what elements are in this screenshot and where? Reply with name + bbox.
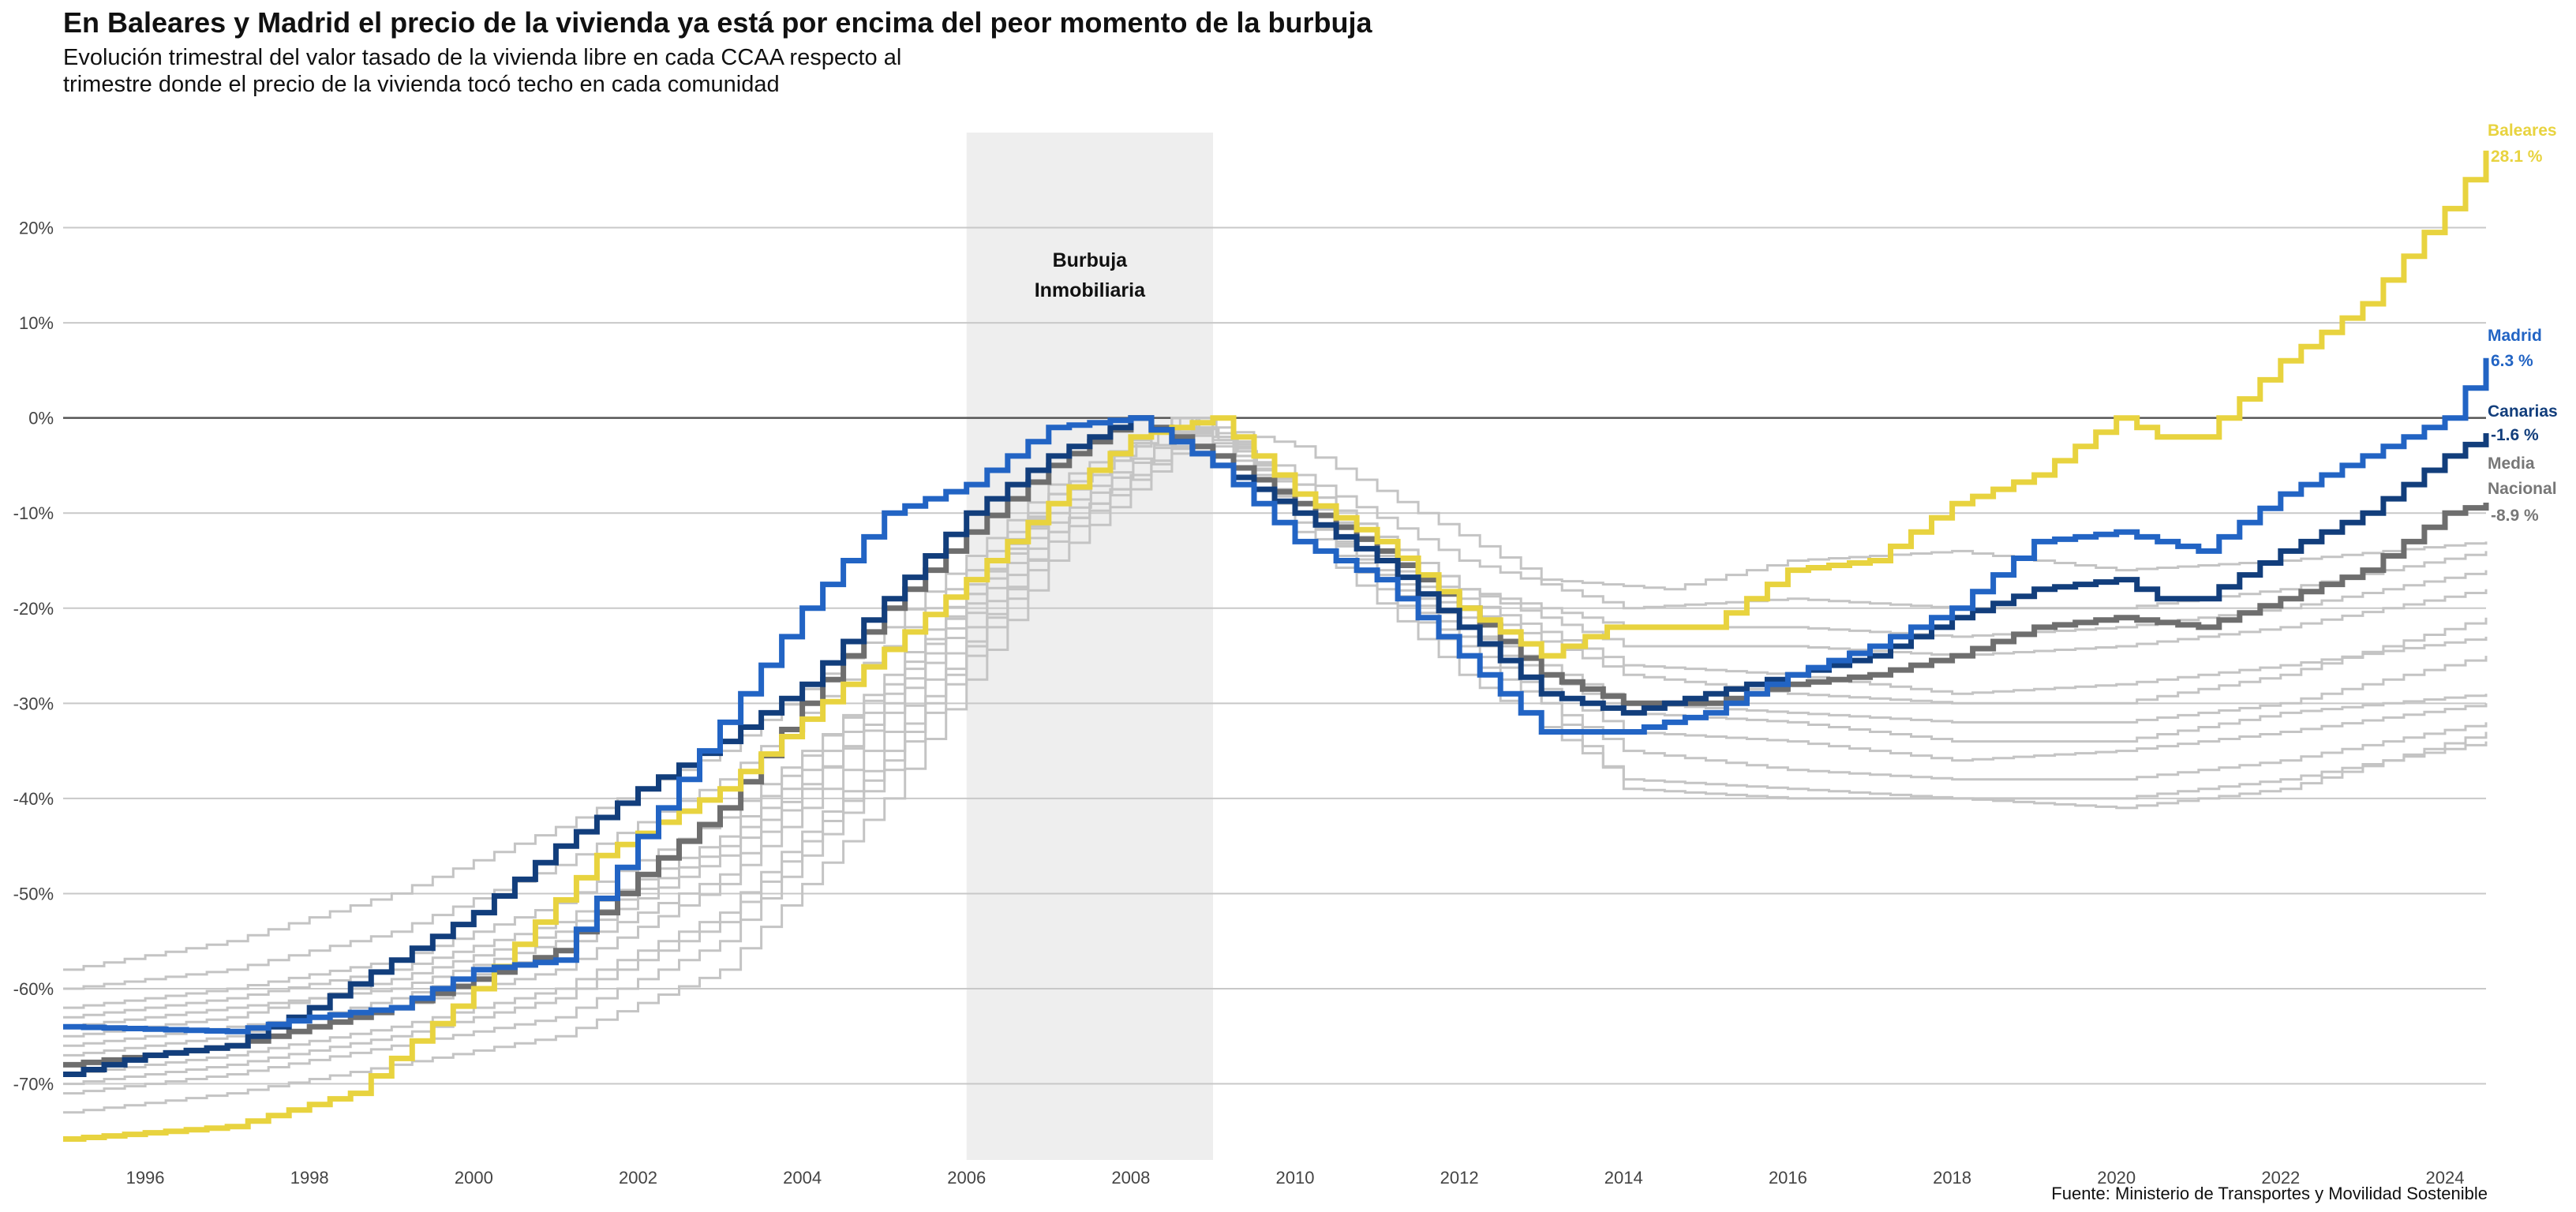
x-tick-label: 2024: [2425, 1168, 2464, 1188]
x-tick-label: 1996: [126, 1168, 165, 1188]
end-label-value-madrid: 6.3 %: [2491, 352, 2533, 370]
y-tick-label: 20%: [19, 219, 54, 238]
y-tick-label: 10%: [19, 313, 54, 333]
x-tick-label: 2012: [1440, 1168, 1479, 1188]
x-tick-label: 2014: [1604, 1168, 1643, 1188]
series-line-baleares: [63, 150, 2489, 1142]
chart-title: En Baleares y Madrid el precio de la viv…: [63, 6, 1372, 39]
y-tick-label: -30%: [13, 694, 54, 713]
x-tick-label: 2002: [619, 1168, 657, 1188]
y-tick-label: -50%: [13, 884, 54, 903]
x-tick-label: 2008: [1111, 1168, 1150, 1188]
end-label-value-media: -8.9 %: [2491, 507, 2539, 525]
y-tick-label: -60%: [13, 979, 54, 999]
y-tick-label: -20%: [13, 599, 54, 619]
x-tick-label: 2010: [1276, 1168, 1315, 1188]
y-tick-label: -40%: [13, 789, 54, 809]
label-layer: Burbuja Inmobiliaria Baleares 28.1 % Madrid 6…: [1035, 122, 2558, 525]
y-tick-label: -10%: [13, 503, 54, 523]
end-label-name-media: Nacional: [2488, 480, 2557, 498]
y-tick-label: 0%: [28, 409, 54, 428]
x-tick-label: 2018: [1933, 1168, 1971, 1188]
highlight-series-layer: [63, 150, 2489, 1142]
x-tick-label: 2004: [783, 1168, 822, 1188]
series-line-madrid: [63, 357, 2489, 1034]
end-label-value-canarias: -1.6 %: [2491, 426, 2539, 444]
band-label-line1: Burbuja: [1053, 249, 1129, 271]
end-label-value-baleares: 28.1 %: [2491, 148, 2543, 166]
end-label-name-canarias: Canarias: [2488, 402, 2558, 421]
series-line-canarias: [63, 415, 2489, 1077]
band-label-line2: Inmobiliaria: [1035, 279, 1146, 301]
x-tick-label: 2022: [2261, 1168, 2300, 1188]
end-label-name-baleares: Baleares: [2488, 122, 2557, 140]
x-tick-label: 2000: [455, 1168, 493, 1188]
region-series-line: [63, 417, 2488, 1038]
end-label-name-madrid: Madrid: [2488, 327, 2542, 345]
x-tick-label: 2006: [947, 1168, 986, 1188]
x-tick-label: 2016: [1769, 1168, 1807, 1188]
y-tick-label: -70%: [13, 1075, 54, 1094]
end-label-name-media: Media: [2488, 454, 2535, 473]
chart-subtitle: Evolución trimestral del valor tasado de…: [63, 45, 902, 97]
x-tick-label: 1998: [290, 1168, 329, 1188]
x-tick-label: 2020: [2097, 1168, 2136, 1188]
source-caption: Fuente: Ministerio de Transportes y Movi…: [2051, 1184, 2488, 1203]
region-series-line: [63, 417, 2488, 971]
